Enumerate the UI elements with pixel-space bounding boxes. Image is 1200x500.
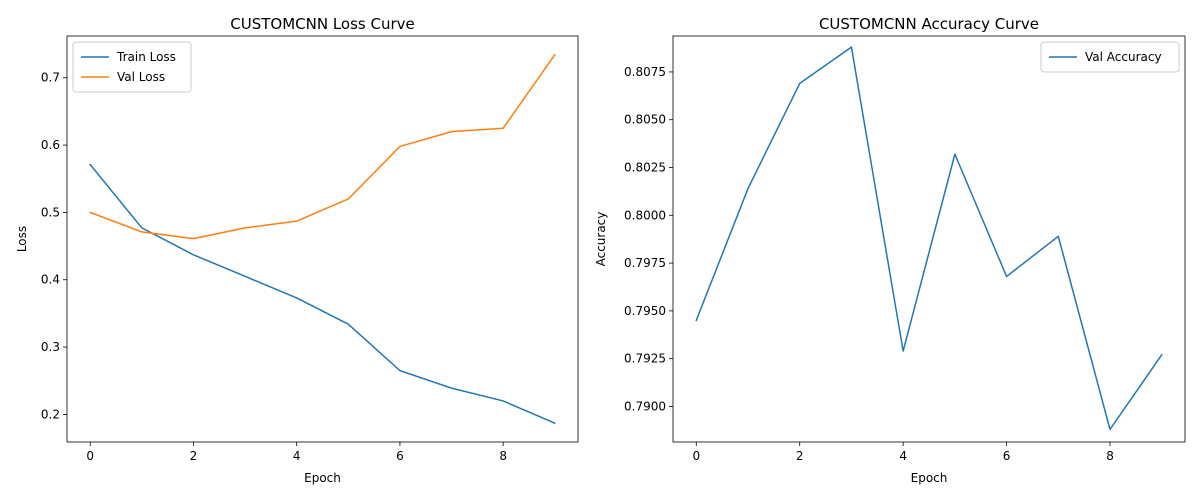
accuracy-legend-label-0: Val Accuracy: [1085, 50, 1162, 64]
accuracy-y-tick-label: 0.8075: [624, 65, 666, 79]
loss-series-line-0: [89, 163, 556, 425]
loss-x-tick-label: 8: [499, 449, 507, 463]
loss-chart-title: CUSTOMCNN Loss Curve: [230, 15, 415, 33]
loss-y-tick-label: 0.3: [41, 340, 60, 354]
accuracy-y-tick-label: 0.7925: [624, 352, 666, 366]
accuracy-legend-box: [1040, 41, 1180, 73]
loss-y-tick-label: 0.5: [41, 205, 60, 219]
accuracy-y-tick-label: 0.7900: [624, 399, 666, 413]
accuracy-x-tick-label: 8: [1106, 449, 1114, 463]
accuracy-chart: CUSTOMCNN Accuracy Curve 0 2 4 6 8 0.7900 0.792…: [594, 15, 1186, 485]
loss-x-tick-label: 4: [293, 449, 301, 463]
loss-series-line-1: [89, 53, 556, 240]
accuracy-y-tick-label: 0.7950: [624, 304, 666, 318]
loss-y-axis-label: Loss: [15, 226, 29, 252]
accuracy-x-tick-label: 0: [692, 449, 700, 463]
accuracy-chart-title: CUSTOMCNN Accuracy Curve: [819, 15, 1039, 33]
accuracy-y-tick-label: 0.8050: [624, 113, 666, 127]
accuracy-y-tick-label: 0.8000: [624, 208, 666, 222]
loss-legend-label-0: Train Loss: [116, 50, 176, 64]
accuracy-x-tick-label: 6: [1003, 449, 1011, 463]
accuracy-x-axis-label: Epoch: [911, 471, 948, 485]
accuracy-x-tick-label: 2: [796, 449, 804, 463]
loss-x-axis-label: Epoch: [304, 471, 341, 485]
loss-x-tick-label: 6: [396, 449, 404, 463]
loss-plot-frame: [66, 35, 579, 443]
accuracy-y-axis-label: Accuracy: [594, 212, 608, 267]
loss-y-tick-label: 0.2: [41, 407, 60, 421]
accuracy-series-line-0: [695, 46, 1163, 431]
accuracy-y-tick-label: 0.8025: [624, 161, 666, 175]
loss-legend-box: [72, 41, 192, 93]
loss-y-tick-label: 0.7: [41, 71, 60, 85]
accuracy-y-tick-label: 0.7975: [624, 256, 666, 270]
loss-y-tick-label: 0.6: [41, 138, 60, 152]
loss-chart: CUSTOMCNN Loss Curve 0 2 4 6 8 0.2 0.3 0.4 0.5 0.6…: [15, 15, 579, 485]
loss-y-tick-label: 0.4: [41, 273, 60, 287]
loss-legend-label-1: Val Loss: [117, 70, 165, 84]
loss-x-tick-label: 2: [190, 449, 198, 463]
accuracy-x-tick-label: 4: [899, 449, 907, 463]
loss-x-tick-label: 0: [86, 449, 94, 463]
accuracy-plot-frame: [672, 35, 1186, 443]
